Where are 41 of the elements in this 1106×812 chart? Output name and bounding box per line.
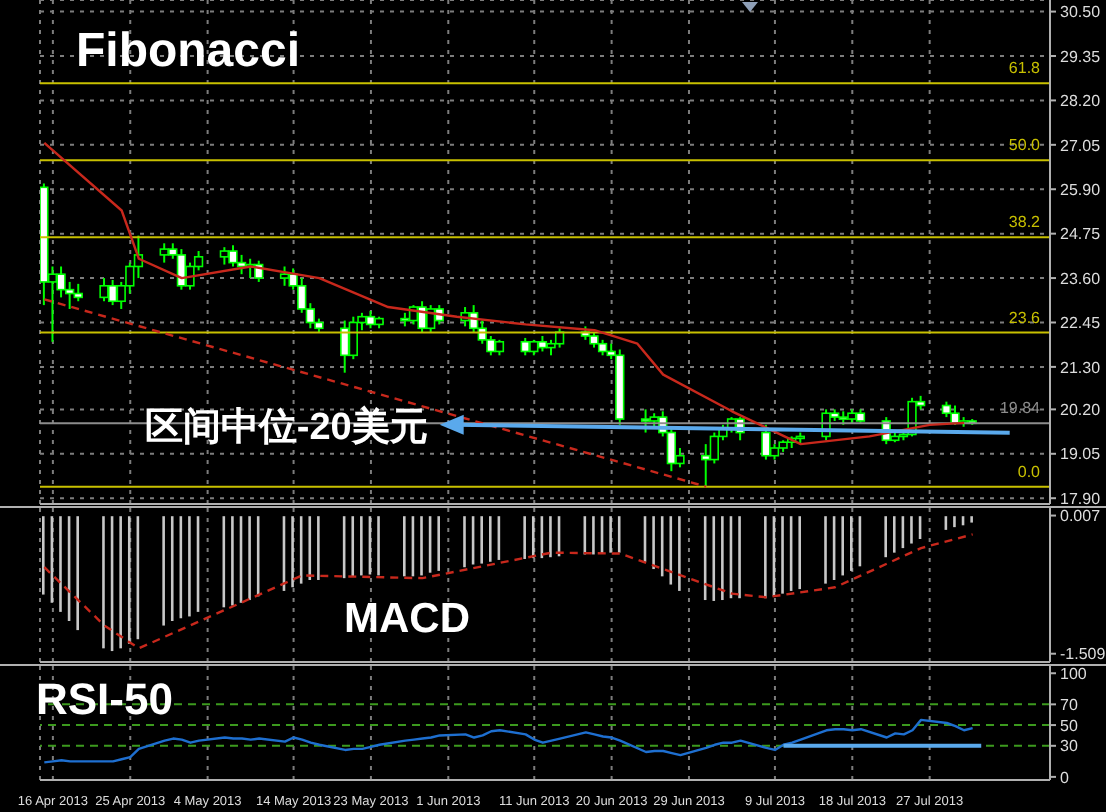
y-tick-label: 29.35	[1060, 47, 1102, 66]
ref-line-label: 50.0	[1008, 136, 1042, 155]
y-tick-label: 30	[1060, 737, 1079, 756]
y-tick-label: -1.509	[1060, 645, 1106, 664]
candlestick	[640, 408, 651, 434]
text: Fibonacci	[76, 24, 301, 80]
line-series	[43, 718, 974, 764]
candlestick	[279, 265, 290, 287]
line-series	[43, 141, 966, 446]
ref-line-label: 19.84	[999, 399, 1042, 418]
y-tick-label: 0.007	[1060, 507, 1102, 526]
y-tick-label: 19.05	[1060, 445, 1102, 464]
candlestick	[99, 277, 109, 303]
y-tick-label: 28.20	[1060, 92, 1102, 111]
ref-line-label: 23.6	[1008, 308, 1042, 327]
text: MACD	[344, 596, 470, 644]
y-tick-label: 0	[1060, 768, 1070, 787]
y-tick-label: 50	[1060, 716, 1079, 735]
y-tick-label: 24.75	[1060, 225, 1102, 244]
annotation: 区间中位-20美元	[144, 404, 428, 449]
ref-line-label: 38.2	[1008, 213, 1042, 232]
y-tick-label: 22.45	[1060, 314, 1102, 333]
y-tick-label: 30.50	[1060, 3, 1102, 22]
ref-line-label: 61.8	[1008, 59, 1042, 78]
y-tick-label: 27.05	[1060, 136, 1102, 155]
y-tick-label: 100	[1060, 664, 1088, 683]
ref-line-label: 0.0	[1017, 462, 1042, 481]
y-tick-label: 23.60	[1060, 269, 1102, 288]
candlestick	[228, 244, 238, 268]
candlestick	[761, 423, 771, 461]
candlestick	[340, 319, 350, 374]
candlestick	[159, 242, 169, 264]
y-tick-label: 70	[1060, 696, 1079, 715]
y-tick-label: 25.90	[1060, 180, 1102, 199]
y-tick-label: 20.20	[1060, 401, 1102, 420]
candlestick	[107, 279, 118, 307]
y-tick-label: 17.90	[1060, 489, 1102, 508]
y-tick-label: 21.30	[1060, 358, 1102, 377]
line-series	[43, 533, 974, 650]
chart-title: RSI-50	[36, 674, 173, 726]
candlestick	[701, 443, 711, 488]
